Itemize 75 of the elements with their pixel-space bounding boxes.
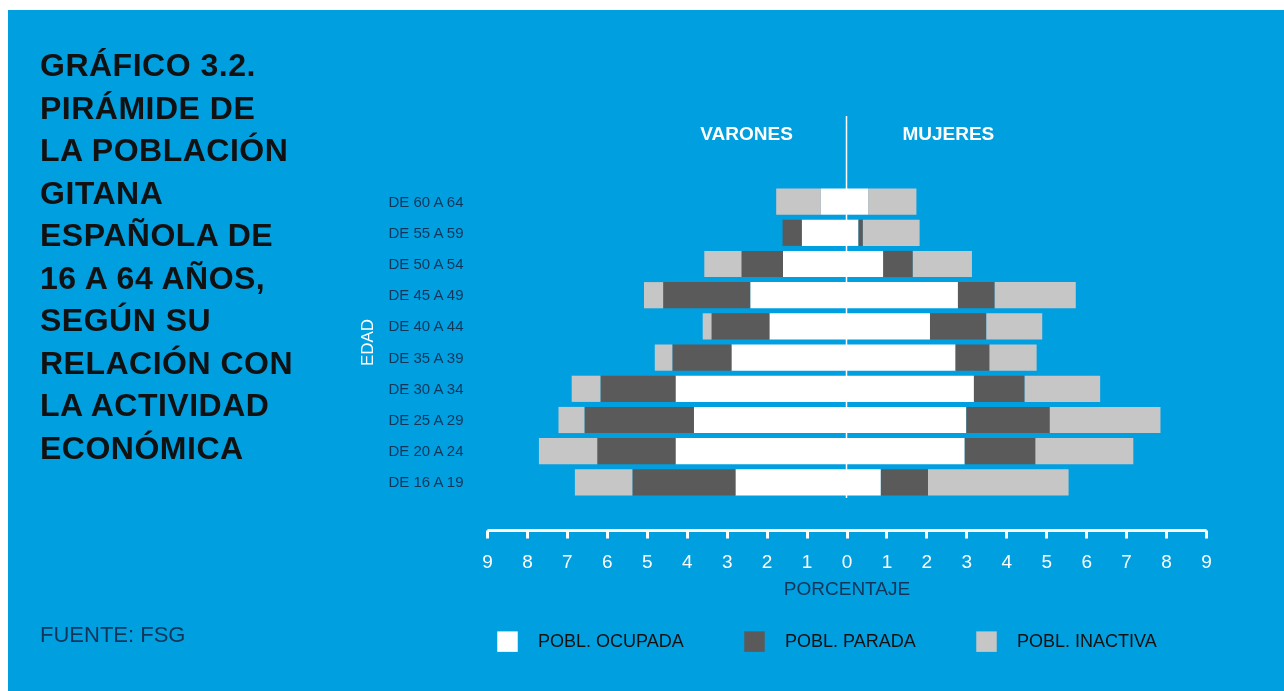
bar bbox=[1024, 375, 1101, 402]
x-tick-label: 5 bbox=[1041, 550, 1053, 572]
y-tick-label: DE 45 A 49 bbox=[388, 286, 464, 304]
y-tick-label: DE 20 A 24 bbox=[388, 442, 464, 460]
bar bbox=[966, 406, 1050, 434]
legend-label: POBL. INACTIVA bbox=[1017, 630, 1157, 651]
x-tick-label: 1 bbox=[801, 550, 813, 572]
bar bbox=[883, 250, 913, 278]
bar bbox=[558, 406, 585, 434]
bar bbox=[632, 469, 736, 496]
x-tick-label: 4 bbox=[1001, 550, 1013, 572]
bar bbox=[643, 282, 664, 309]
bar bbox=[957, 282, 995, 309]
x-tick-label: 3 bbox=[721, 550, 733, 572]
y-tick-label: DE 35 A 39 bbox=[388, 348, 464, 366]
bar bbox=[929, 313, 987, 340]
y-axis-title: EDAD bbox=[357, 318, 377, 367]
x-tick-label: 0 bbox=[841, 550, 853, 572]
y-tick-label: DE 60 A 64 bbox=[388, 192, 464, 210]
x-axis-title: PORCENTAJE bbox=[783, 577, 911, 599]
y-tick-label: DE 40 A 44 bbox=[388, 317, 464, 335]
text: VARONES bbox=[700, 123, 793, 144]
bar bbox=[571, 375, 601, 402]
bar bbox=[702, 313, 712, 340]
source-note: FUENTE: FSG bbox=[40, 622, 186, 648]
bar bbox=[1035, 438, 1134, 465]
x-tick-label: 9 bbox=[1201, 550, 1212, 572]
bar bbox=[776, 188, 821, 215]
legend-label: POBL. OCUPADA bbox=[538, 630, 684, 651]
x-tick-label: 8 bbox=[1161, 550, 1172, 572]
bar bbox=[862, 219, 920, 246]
bar bbox=[955, 344, 990, 371]
bar bbox=[986, 313, 1043, 340]
x-tick-label: 4 bbox=[681, 550, 693, 572]
bar bbox=[538, 438, 598, 465]
x-tick-label: 3 bbox=[961, 550, 973, 572]
x-tick-label: 1 bbox=[881, 550, 893, 572]
x-tick-label: 5 bbox=[641, 550, 653, 572]
y-tick-label: DE 16 A 19 bbox=[388, 473, 464, 491]
x-tick-label: 6 bbox=[1081, 550, 1092, 572]
bar bbox=[704, 250, 742, 278]
y-tick-label: DE 25 A 29 bbox=[388, 411, 464, 428]
bar bbox=[584, 406, 694, 434]
legend-label: POBL. PARADA bbox=[785, 630, 916, 651]
bar bbox=[1049, 406, 1161, 434]
bar bbox=[741, 250, 783, 278]
bar bbox=[989, 344, 1037, 371]
x-tick-label: 6 bbox=[602, 550, 613, 572]
bar bbox=[912, 250, 972, 278]
bar bbox=[672, 344, 732, 371]
bar bbox=[927, 469, 1069, 496]
bar bbox=[973, 375, 1025, 402]
chart-title: GRÁFICO 3.2. PIRÁMIDE DE LA POBLACIÓN GITANA ESPAÑOLA DE 16 A 64 AÑOS, SEGÚN SU RELACIÓN CON LA ACTIVIDAD ECONÓMICA bbox=[40, 47, 294, 466]
bar bbox=[597, 438, 676, 465]
text: MUJERES bbox=[902, 123, 995, 144]
y-tick-label: DE 30 A 34 bbox=[388, 379, 464, 397]
x-tick-label: 7 bbox=[1121, 550, 1132, 572]
bar bbox=[858, 219, 863, 246]
y-tick-label: DE 55 A 59 bbox=[388, 223, 464, 241]
bar bbox=[868, 188, 917, 215]
bar bbox=[663, 282, 751, 309]
bar bbox=[654, 344, 673, 371]
x-tick-label: 2 bbox=[921, 550, 933, 572]
bar bbox=[782, 219, 802, 246]
x-tick-label: 7 bbox=[562, 550, 573, 572]
x-tick-label: 2 bbox=[761, 550, 773, 572]
x-tick-label: 9 bbox=[482, 550, 493, 572]
bar bbox=[880, 469, 928, 496]
bar bbox=[964, 438, 1036, 465]
x-tick-label: 8 bbox=[522, 550, 533, 572]
bar bbox=[574, 469, 633, 496]
bar bbox=[994, 282, 1076, 309]
bar bbox=[711, 313, 770, 340]
bar bbox=[600, 375, 676, 402]
y-tick-label: DE 50 A 54 bbox=[388, 255, 464, 272]
